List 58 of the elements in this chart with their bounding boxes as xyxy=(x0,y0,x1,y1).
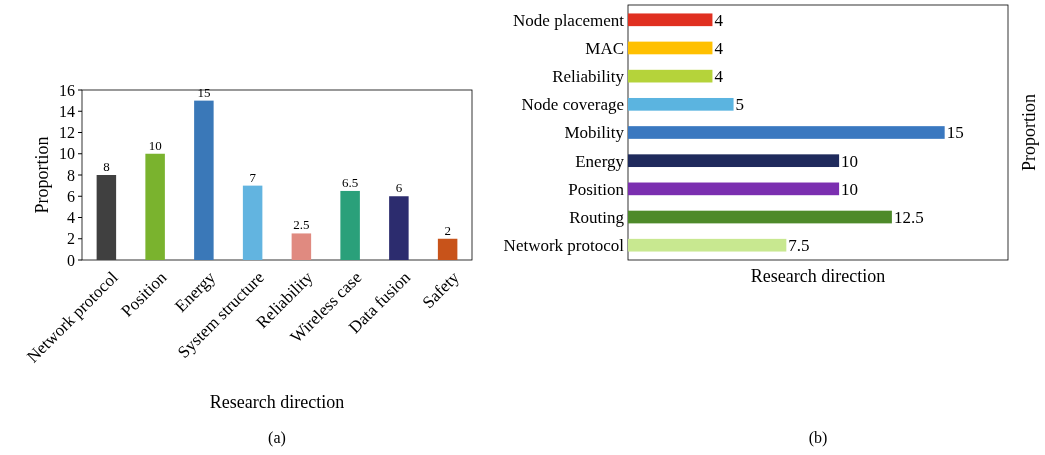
data-label: 5 xyxy=(735,95,745,115)
bar xyxy=(389,196,409,260)
bar xyxy=(194,100,214,260)
data-label: 2.5 xyxy=(293,217,310,233)
data-label: 6.5 xyxy=(342,174,359,190)
x-axis-title: Research direction xyxy=(750,266,886,286)
data-label: 7 xyxy=(249,169,257,185)
bar xyxy=(628,210,892,224)
data-label: 4 xyxy=(714,38,724,58)
y-tick-label: 16 xyxy=(59,81,75,99)
data-label: 4 xyxy=(714,10,724,30)
bar xyxy=(242,185,263,260)
data-label: 15 xyxy=(946,123,964,143)
y-tick-label: 14 xyxy=(59,102,75,120)
data-label: 10 xyxy=(841,179,859,199)
data-label: 8 xyxy=(103,159,110,174)
x-axis-title: Research direction xyxy=(209,392,345,412)
data-label: 10 xyxy=(841,151,859,171)
y-tick-label: Energy xyxy=(575,151,625,171)
y-axis-title: Proportion xyxy=(32,136,52,214)
bar xyxy=(628,41,713,55)
y-tick-label: 12 xyxy=(59,124,75,142)
bar xyxy=(628,154,840,168)
bar xyxy=(145,153,165,260)
y-tick-label: 10 xyxy=(59,145,75,163)
bar xyxy=(628,69,713,83)
data-label: 10 xyxy=(148,137,162,153)
data-label: 12.5 xyxy=(893,207,924,227)
y-tick-label: 6 xyxy=(67,187,75,205)
y-tick-label: Node placement xyxy=(513,10,625,30)
y-tick-label: Routing xyxy=(569,207,625,227)
y-axis-title: Proportion xyxy=(1019,93,1039,172)
y-tick-label: Reliability xyxy=(552,67,625,87)
data-label: 6 xyxy=(395,180,403,196)
text: (a) xyxy=(268,429,286,447)
y-tick-label: Network protocol xyxy=(503,236,625,256)
data-label: 7.5 xyxy=(788,236,810,256)
y-tick-label: Mobility xyxy=(564,123,625,143)
bar xyxy=(291,233,312,260)
bar xyxy=(628,97,734,111)
y-tick-label: MAC xyxy=(585,38,624,58)
y-tick-label: Position xyxy=(568,179,625,199)
y-tick-label: 8 xyxy=(67,166,75,184)
text: (b) xyxy=(808,429,828,447)
y-tick-label: 0 xyxy=(67,251,75,269)
bar xyxy=(628,13,713,27)
bar xyxy=(628,126,945,139)
y-tick-label: Node coverage xyxy=(521,95,624,115)
bar xyxy=(340,190,360,260)
y-tick-label: 2 xyxy=(67,230,75,248)
bar xyxy=(96,175,117,260)
y-tick-label: 4 xyxy=(67,209,75,227)
bar xyxy=(437,238,458,260)
data-label: 4 xyxy=(714,67,724,87)
bar xyxy=(628,182,840,196)
data-label: 2 xyxy=(444,222,451,238)
bar xyxy=(628,238,787,252)
data-label: 15 xyxy=(197,84,211,100)
